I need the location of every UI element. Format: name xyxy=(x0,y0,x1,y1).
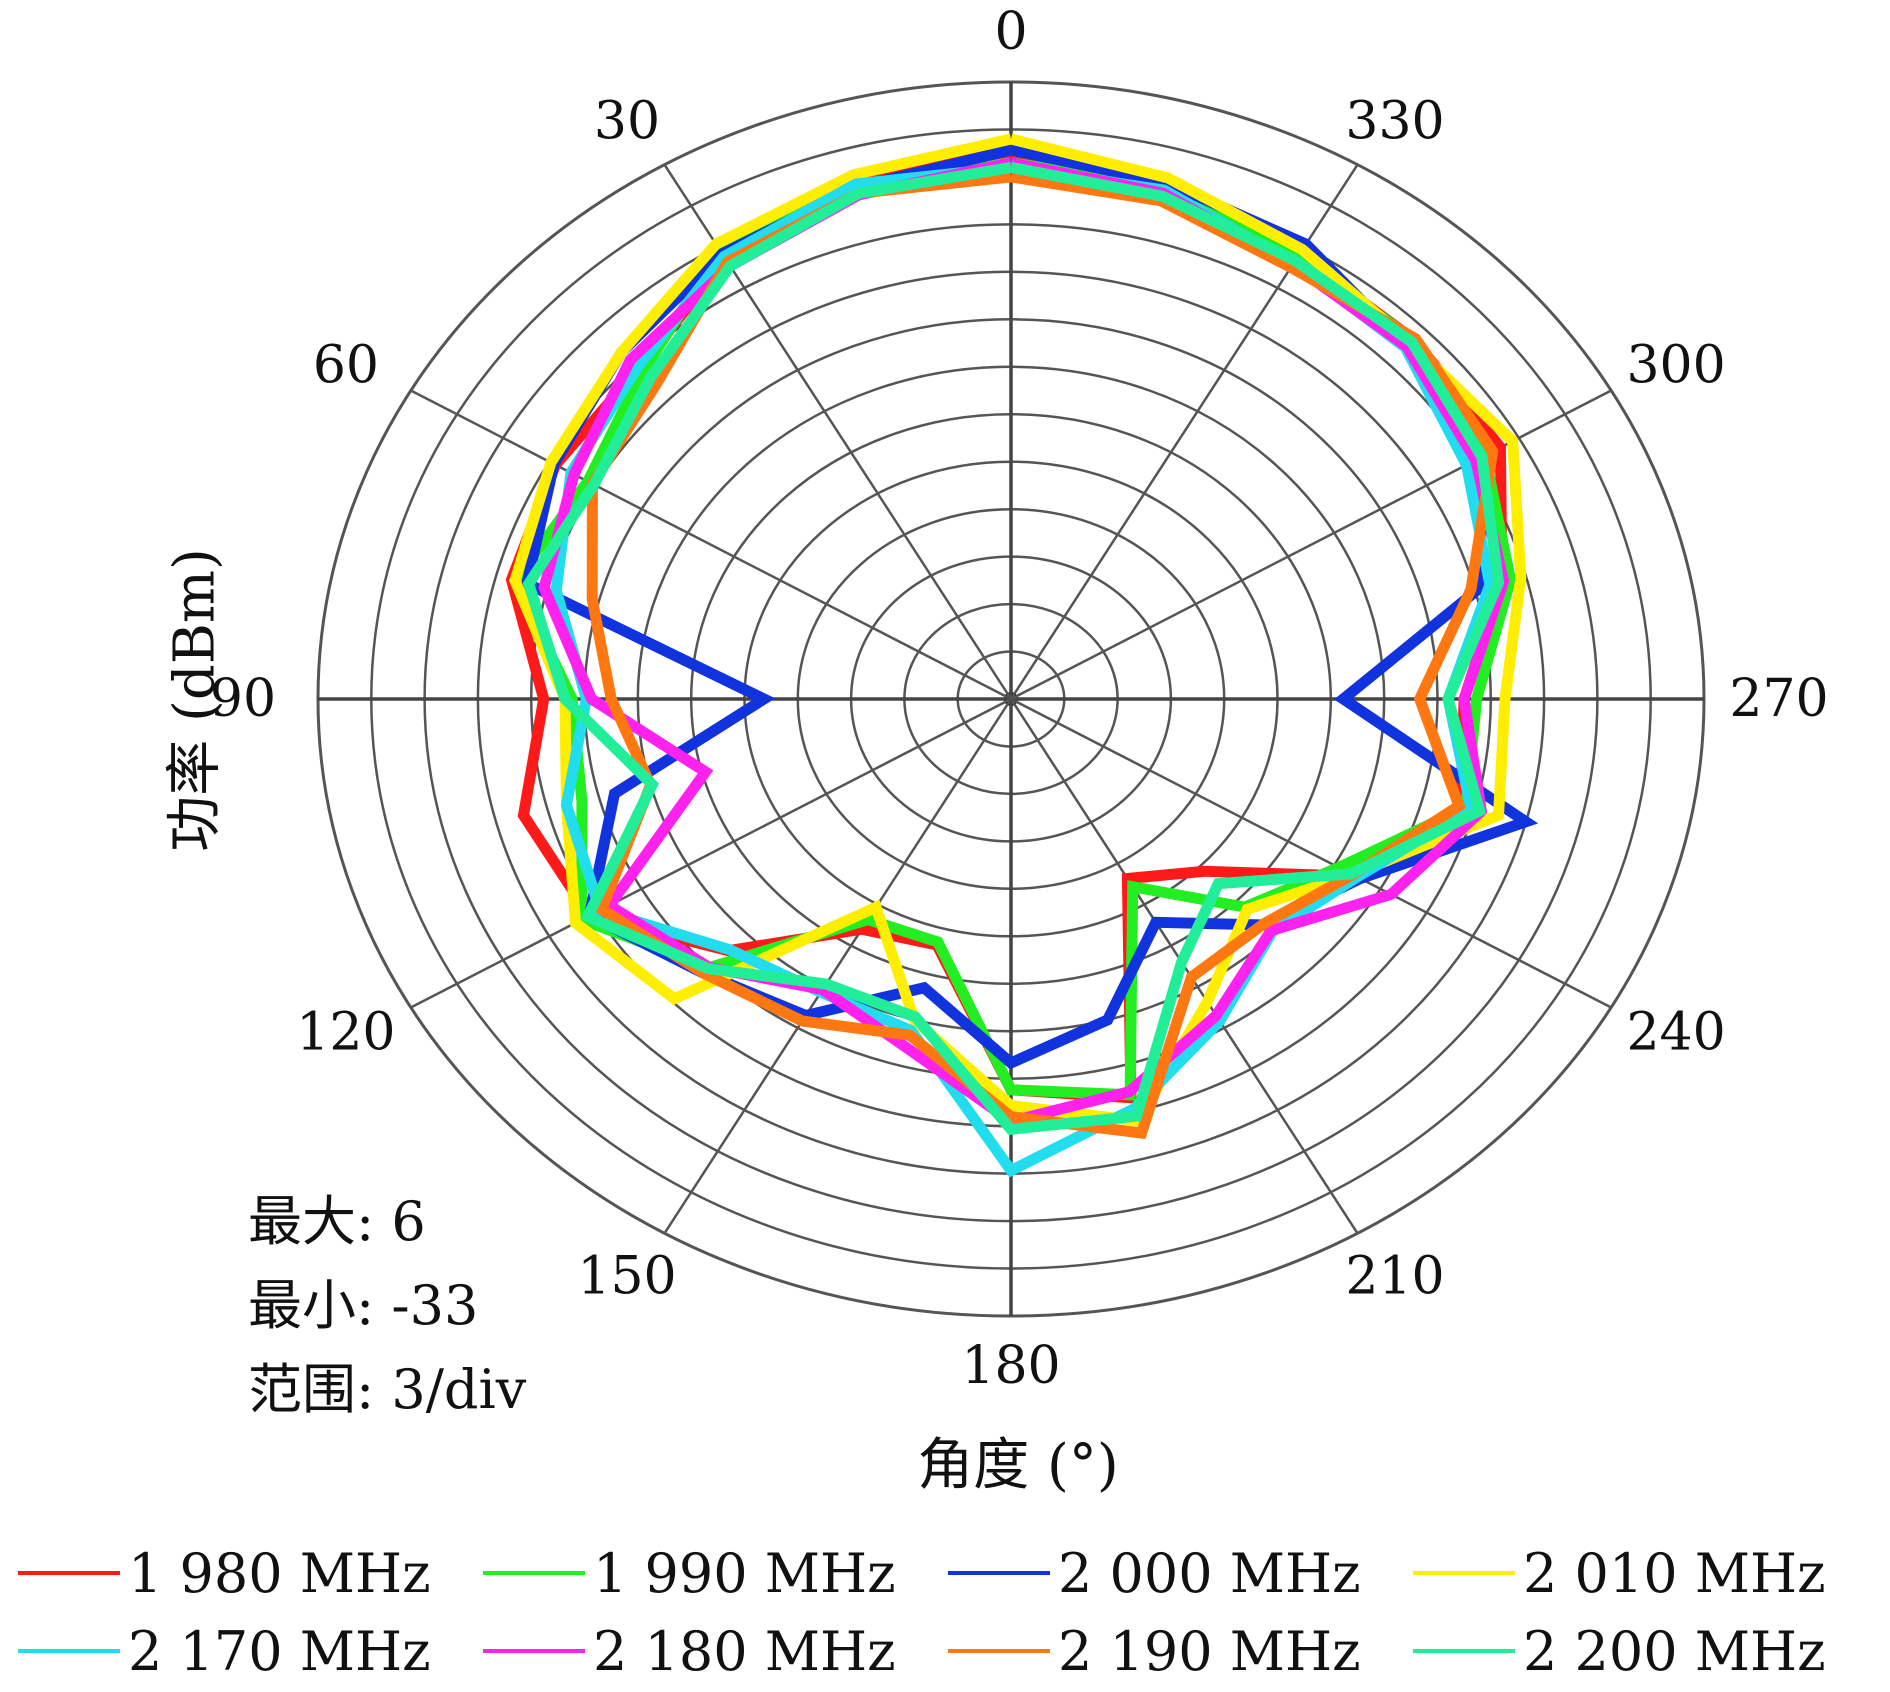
stats-box: 最大: 6 最小: -33 范围: 3/div xyxy=(248,1180,526,1432)
legend-swatch xyxy=(18,1649,120,1653)
angle-tick-label: 0 xyxy=(994,2,1027,62)
stat-min: 最小: -33 xyxy=(248,1274,479,1337)
legend-item: 1 990 MHz xyxy=(483,1540,948,1606)
angle-tick-label: 60 xyxy=(313,336,379,396)
stat-range: 范围: 3/div xyxy=(248,1358,527,1421)
angle-tick-label: 180 xyxy=(961,1336,1060,1396)
legend-label: 2 180 MHz xyxy=(593,1619,896,1683)
legend-swatch xyxy=(1413,1649,1515,1653)
grid-spoke xyxy=(1010,697,1612,1009)
angular-grid-spokes xyxy=(318,82,1704,1316)
legend-label: 2 200 MHz xyxy=(1523,1619,1826,1683)
legend-label: 1 980 MHz xyxy=(128,1541,431,1605)
legend-swatch xyxy=(948,1649,1050,1653)
stat-max: 最大: 6 xyxy=(248,1190,426,1253)
grid-spoke xyxy=(410,697,1012,1009)
legend-swatch xyxy=(483,1571,585,1575)
legend-swatch xyxy=(18,1571,120,1575)
angle-tick-label: 210 xyxy=(1345,1247,1444,1307)
legend-label: 2 190 MHz xyxy=(1058,1619,1361,1683)
series-line xyxy=(509,133,1527,1127)
legend-label: 2 000 MHz xyxy=(1058,1541,1361,1605)
angle-tick-label: 270 xyxy=(1729,669,1828,729)
grid-spoke xyxy=(410,389,1012,701)
legend-label: 2 170 MHz xyxy=(128,1619,431,1683)
legend-swatch xyxy=(483,1649,585,1653)
angle-tick-label: 300 xyxy=(1626,336,1725,396)
angle-tick-labels: 0 30 60 90 120 150 180 210 240 270 300 330 xyxy=(210,2,1829,1396)
legend-swatch xyxy=(948,1571,1050,1575)
legend-item: 2 200 MHz xyxy=(1413,1618,1878,1684)
series-lines xyxy=(505,133,1539,1178)
legend-label: 2 010 MHz xyxy=(1523,1541,1826,1605)
y-axis-label: 功率 (dBm) xyxy=(162,548,228,852)
legend-label: 1 990 MHz xyxy=(593,1541,896,1605)
legend-item: 2 000 MHz xyxy=(948,1540,1413,1606)
legend: 1 980 MHz 1 990 MHz 2 000 MHz 2 010 MHz 2 17… xyxy=(18,1540,1878,1684)
angle-tick-label: 30 xyxy=(594,91,660,151)
legend-item: 1 980 MHz xyxy=(18,1540,483,1606)
angle-tick-label: 90 xyxy=(210,669,276,729)
legend-swatch xyxy=(1413,1571,1515,1575)
legend-item: 2 180 MHz xyxy=(483,1618,948,1684)
series-line xyxy=(522,161,1505,1136)
legend-item: 2 010 MHz xyxy=(1413,1540,1878,1606)
legend-item: 2 190 MHz xyxy=(948,1618,1413,1684)
angle-tick-label: 120 xyxy=(296,1003,395,1063)
legend-item: 2 170 MHz xyxy=(18,1618,483,1684)
angle-tick-label: 150 xyxy=(577,1247,676,1307)
angle-tick-label: 240 xyxy=(1626,1003,1725,1063)
grid-spoke xyxy=(663,698,1013,1234)
angle-tick-label: 330 xyxy=(1345,91,1444,151)
x-axis-label: 角度 (°) xyxy=(917,1433,1119,1498)
